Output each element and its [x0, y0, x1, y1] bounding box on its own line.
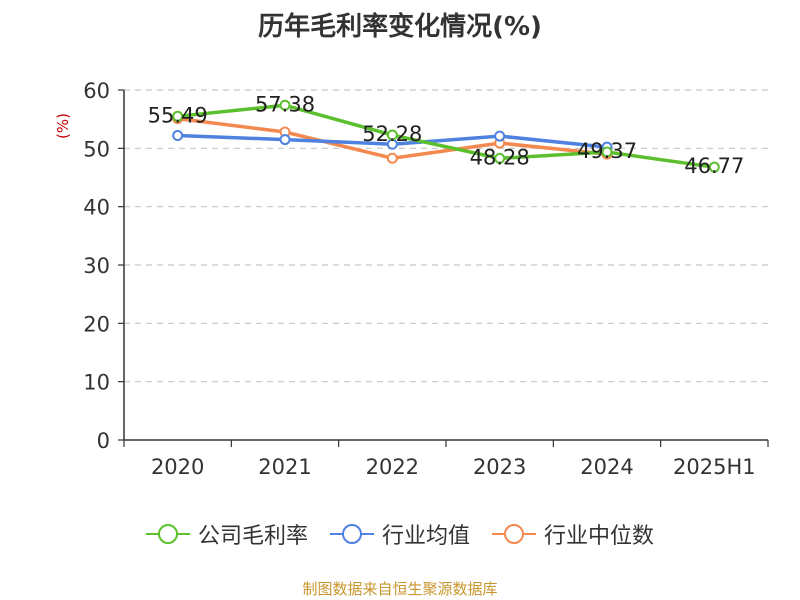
- data-point: [708, 161, 720, 173]
- y-tick-label: 50: [83, 137, 110, 161]
- chart-title: 历年毛利率变化情况(%): [258, 12, 542, 42]
- y-tick-label: 10: [83, 371, 110, 395]
- legend-item-industry-median[interactable]: 行业中位数: [492, 518, 654, 550]
- legend: 公司毛利率 行业均值 行业中位数: [0, 518, 800, 550]
- x-tick-label: 2022: [366, 455, 419, 479]
- legend-marker-icon: [492, 524, 536, 544]
- data-point: [279, 134, 291, 146]
- x-tick-label: 2024: [580, 455, 633, 479]
- x-tick-label: 2023: [473, 455, 526, 479]
- data-label: 48.28: [470, 145, 530, 169]
- legend-label: 公司毛利率: [197, 524, 308, 549]
- y-tick-label: 40: [83, 196, 110, 220]
- legend-label: 行业均值: [381, 524, 470, 549]
- y-axis-label: (%): [54, 113, 72, 139]
- data-point: [279, 99, 291, 111]
- x-tick-label: 2020: [151, 455, 204, 479]
- data-point: [386, 152, 398, 164]
- series-line: [175, 103, 717, 169]
- legend-label: 行业中位数: [544, 524, 655, 549]
- source-note: 制图数据来自恒生聚源数据库: [302, 580, 498, 598]
- data-point: [172, 130, 184, 141]
- data-point: [386, 129, 398, 141]
- y-tick-label: 0: [97, 429, 110, 453]
- legend-marker-icon: [329, 524, 374, 544]
- data-label: 55.49: [148, 103, 208, 127]
- x-tick-label: 2021: [258, 455, 311, 479]
- y-tick-label: 20: [83, 312, 110, 336]
- data-label: 57.38: [255, 92, 315, 116]
- data-label: 46.77: [684, 154, 744, 178]
- legend-item-industry-mean[interactable]: 行业均值: [329, 518, 470, 550]
- data-point: [494, 130, 506, 142]
- legend-marker-icon: [145, 524, 190, 544]
- data-point: [494, 152, 506, 164]
- x-tick-label: 2025H1: [673, 455, 756, 479]
- y-tick-label: 60: [83, 79, 110, 103]
- data-label: 52.28: [362, 122, 422, 146]
- legend-item-company[interactable]: 公司毛利率: [145, 518, 308, 550]
- y-tick-label: 30: [83, 254, 110, 278]
- data-label: 49.37: [577, 139, 637, 163]
- data-point: [601, 146, 613, 158]
- data-point: [172, 110, 184, 122]
